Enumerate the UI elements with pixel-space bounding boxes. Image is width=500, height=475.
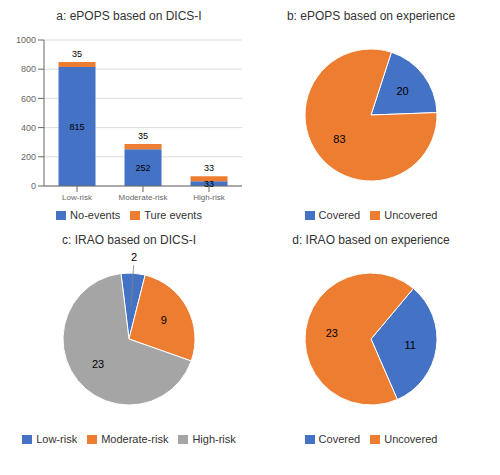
svg-text:Moderate-risk: Moderate-risk	[119, 193, 169, 202]
svg-text:35: 35	[72, 49, 82, 59]
svg-text:0: 0	[31, 181, 36, 191]
html-text:b: ePOPS based on experience: b: ePOPS based on experience	[286, 9, 456, 23]
svg-text:High-risk: High-risk	[193, 193, 226, 202]
svg-text:9: 9	[161, 314, 167, 326]
html-text:Covered: Covered	[318, 433, 361, 445]
svg-text:33: 33	[204, 163, 214, 173]
html-text:d: IRAO based on experience: d: IRAO based on experience	[292, 233, 450, 247]
svg-text:1000: 1000	[16, 35, 36, 45]
html-text:a: ePOPS based on DICS-I: a: ePOPS based on DICS-I	[56, 9, 202, 23]
svg-text:33: 33	[204, 179, 214, 189]
svg-text:Low-risk: Low-risk	[62, 193, 93, 202]
html-text:Ture events: Ture events	[144, 209, 202, 221]
html-text:No-events: No-events	[70, 209, 121, 221]
svg-text:35: 35	[138, 131, 148, 141]
svg-text:83: 83	[333, 133, 345, 145]
html-text:Uncovered: Uncovered	[384, 209, 438, 221]
html-text:Covered: Covered	[318, 209, 361, 221]
svg-text:23: 23	[92, 358, 104, 370]
svg-text:200: 200	[21, 152, 36, 162]
svg-text:11: 11	[404, 339, 415, 351]
html-text:Low-risk: Low-risk	[36, 433, 78, 445]
svg-text:600: 600	[21, 94, 36, 104]
svg-text:815: 815	[70, 122, 85, 132]
svg-text:2: 2	[131, 251, 137, 263]
svg-text:23: 23	[326, 327, 338, 339]
html-text:c: IRAO based on DICS-I: c: IRAO based on DICS-I	[62, 233, 196, 247]
html-text:Uncovered: Uncovered	[384, 433, 438, 445]
svg-text:800: 800	[21, 64, 36, 74]
svg-text:400: 400	[21, 123, 36, 133]
svg-text:20: 20	[396, 85, 408, 97]
svg-text:252: 252	[136, 163, 151, 173]
html-text:High-risk: High-risk	[192, 433, 236, 445]
html-text:Moderate-risk: Moderate-risk	[101, 433, 169, 445]
